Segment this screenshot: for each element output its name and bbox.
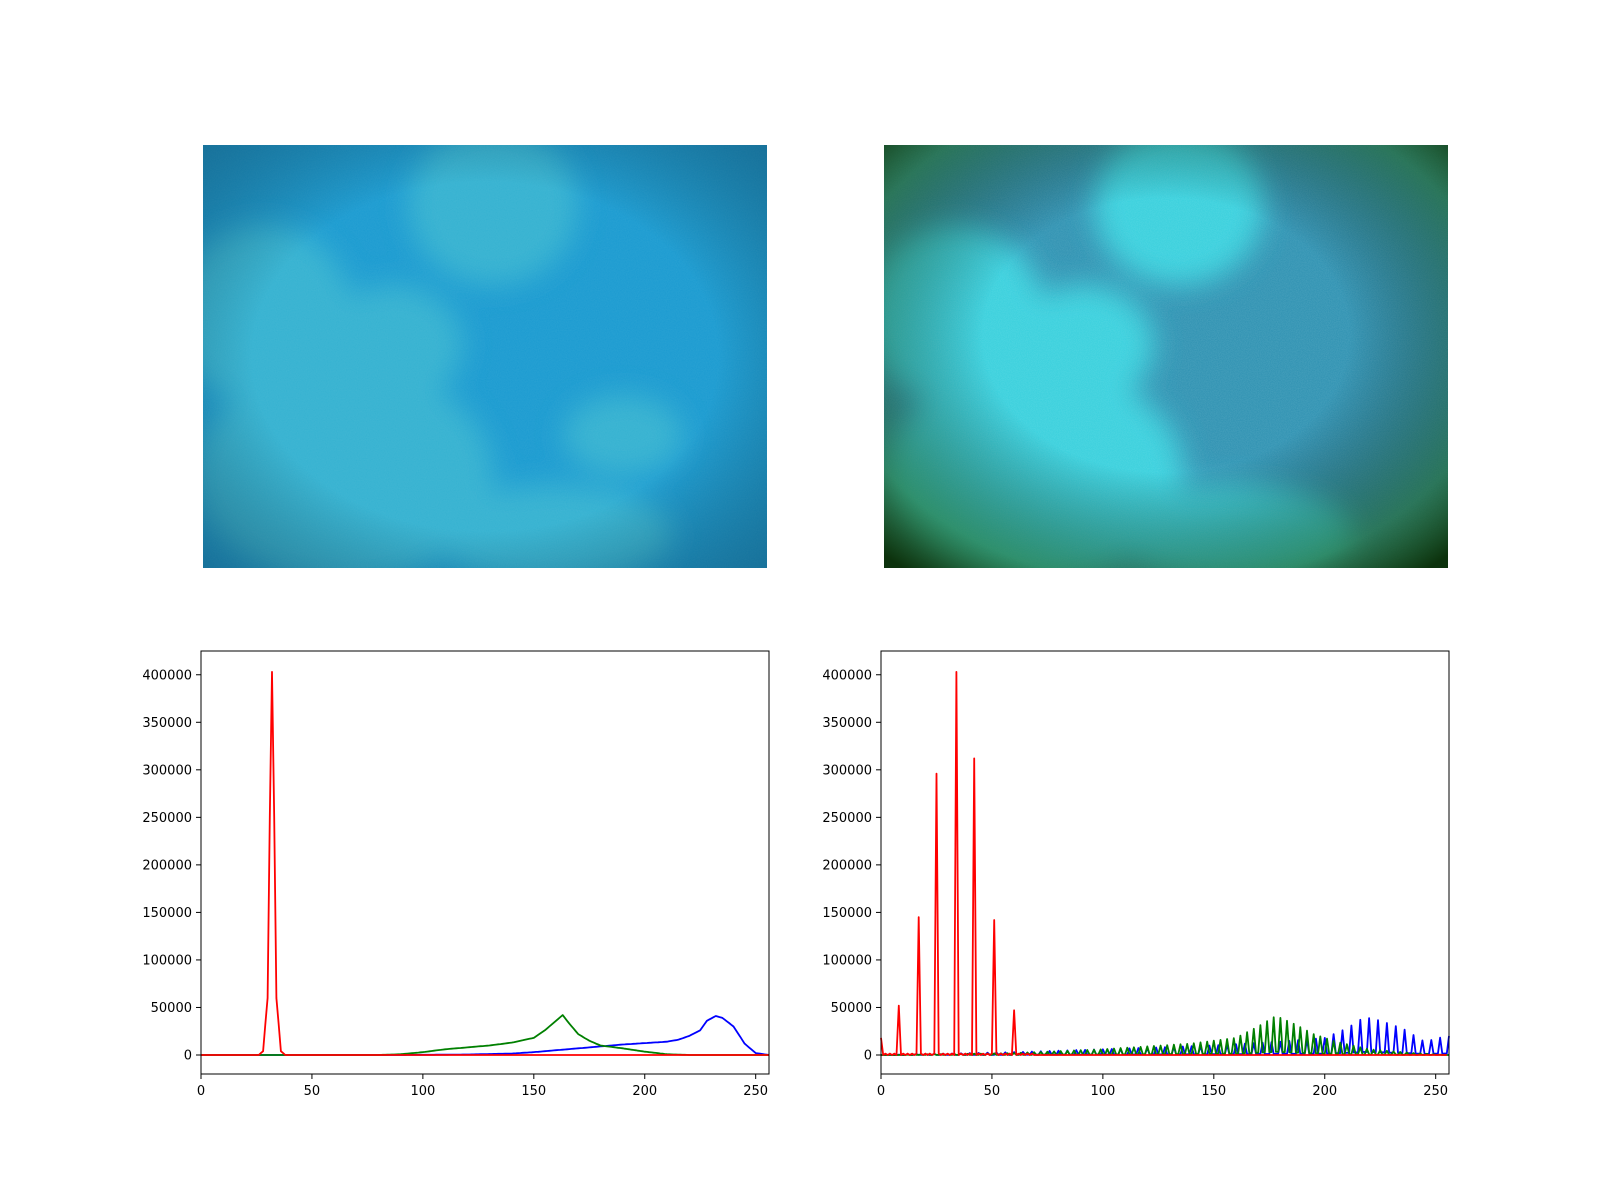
x-tick-label: 150: [1201, 1084, 1226, 1099]
y-tick-label: 400000: [142, 668, 192, 683]
x-tick-label: 50: [984, 1084, 1001, 1099]
x-tick-label: 0: [877, 1084, 885, 1099]
x-tick-label: 150: [521, 1084, 546, 1099]
y-tick-label: 350000: [142, 716, 192, 731]
series-line-red: [201, 671, 769, 1056]
series-line-red: [880, 671, 1447, 1056]
x-tick-label: 250: [1423, 1084, 1448, 1099]
y-tick-label: 50000: [151, 1001, 192, 1016]
x-tick-label: 100: [1090, 1084, 1115, 1099]
y-tick-label: 350000: [822, 716, 872, 731]
y-tick-label: 0: [864, 1048, 872, 1063]
y-tick-label: 300000: [822, 763, 872, 778]
y-tick-label: 0: [184, 1048, 192, 1063]
y-tick-label: 100000: [142, 953, 192, 968]
enhanced-underwater-image: [884, 145, 1448, 568]
x-tick-label: 250: [743, 1084, 768, 1099]
y-tick-label: 250000: [822, 811, 872, 826]
x-tick-label: 200: [1312, 1084, 1337, 1099]
series-line-blue: [881, 1017, 1450, 1056]
original-underwater-image: [203, 145, 767, 568]
y-tick-label: 200000: [142, 858, 192, 873]
enhanced-image-panel: [884, 145, 1448, 568]
y-tick-label: 150000: [822, 906, 872, 921]
original-image-panel: [203, 145, 767, 568]
plot-frame: [880, 650, 1450, 1075]
x-tick-label: 100: [410, 1084, 435, 1099]
y-tick-label: 150000: [142, 906, 192, 921]
y-tick-label: 250000: [142, 811, 192, 826]
x-tick-label: 50: [304, 1084, 321, 1099]
y-tick-label: 200000: [822, 858, 872, 873]
y-tick-label: 100000: [822, 953, 872, 968]
y-tick-label: 50000: [831, 1001, 872, 1016]
y-tick-label: 300000: [142, 763, 192, 778]
y-tick-label: 400000: [822, 668, 872, 683]
x-tick-label: 200: [632, 1084, 657, 1099]
plot-frame: [200, 650, 770, 1075]
x-tick-label: 0: [197, 1084, 205, 1099]
